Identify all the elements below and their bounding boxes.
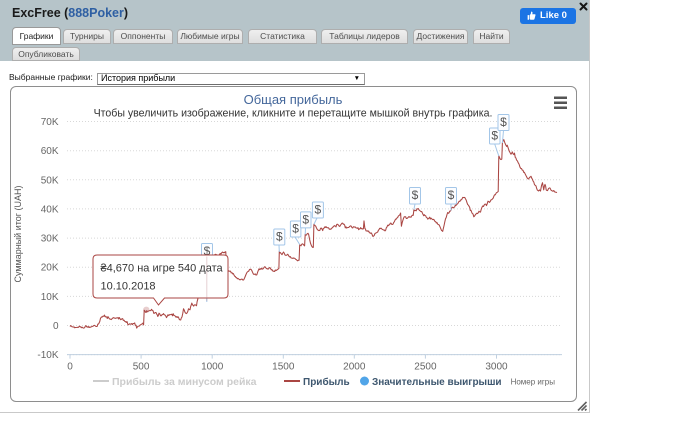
svg-text:$: $	[315, 203, 322, 217]
svg-text:Прибыль за минусом рейка: Прибыль за минусом рейка	[112, 376, 257, 388]
svg-text:3000: 3000	[485, 362, 508, 373]
svg-text:20K: 20K	[41, 263, 59, 274]
svg-text:50K: 50K	[41, 175, 59, 186]
svg-text:1500: 1500	[272, 362, 295, 373]
svg-text:2000: 2000	[343, 362, 366, 373]
svg-text:$: $	[412, 188, 419, 202]
svg-text:$: $	[302, 212, 309, 226]
svg-text:₴4,670 на игре 540 дата: ₴4,670 на игре 540 дата	[101, 263, 224, 275]
svg-text:60K: 60K	[41, 146, 59, 157]
svg-text:2500: 2500	[414, 362, 437, 373]
svg-text:$: $	[292, 222, 299, 236]
svg-text:Чтобы увеличить изображение, к: Чтобы увеличить изображение, кликните и …	[94, 108, 493, 120]
svg-text:0: 0	[67, 362, 73, 373]
svg-text:10.10.2018: 10.10.2018	[101, 281, 156, 293]
svg-text:-10K: -10K	[37, 350, 58, 361]
svg-text:Прибыль: Прибыль	[303, 376, 350, 388]
svg-text:Общая прибыль: Общая прибыль	[244, 92, 343, 107]
svg-text:500: 500	[133, 362, 150, 373]
svg-text:Суммарный итог (UAH): Суммарный итог (UAH)	[13, 185, 23, 282]
svg-text:10K: 10K	[41, 292, 59, 303]
svg-text:40K: 40K	[41, 204, 59, 215]
svg-text:$: $	[448, 188, 455, 202]
svg-text:Значительные выигрыши: Значительные выигрыши	[372, 377, 502, 388]
svg-text:70K: 70K	[41, 117, 59, 128]
svg-text:$: $	[491, 129, 498, 143]
svg-text:Номер игры: Номер игры	[511, 378, 556, 387]
svg-text:0: 0	[53, 321, 59, 332]
svg-text:1000: 1000	[201, 362, 224, 373]
svg-text:$: $	[500, 115, 507, 129]
svg-text:$: $	[276, 230, 283, 244]
svg-text:30K: 30K	[41, 234, 59, 245]
svg-text:$: $	[204, 244, 211, 258]
